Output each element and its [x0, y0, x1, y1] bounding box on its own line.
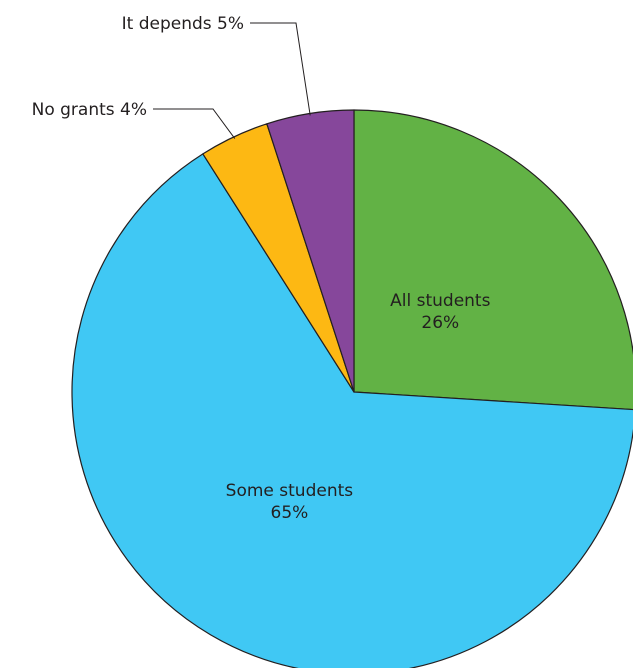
slice-label-no-grants: No grants 4% [32, 100, 147, 120]
pie-slice-all-students [353, 109, 633, 411]
slice-label-it-depends: It depends 5% [122, 14, 244, 34]
slice-label-all-students-line-2: 26% [421, 313, 459, 333]
pie-slice-some-students [71, 153, 633, 672]
slice-label-some-students-line-2: 65% [271, 503, 309, 523]
slice-label-no-grants-leader [153, 108, 236, 139]
slice-label-some-students-line-1: Some students [226, 481, 354, 501]
slice-label-all-students-line-1: All students [390, 291, 490, 311]
slice-label-it-depends-leader [250, 22, 311, 116]
